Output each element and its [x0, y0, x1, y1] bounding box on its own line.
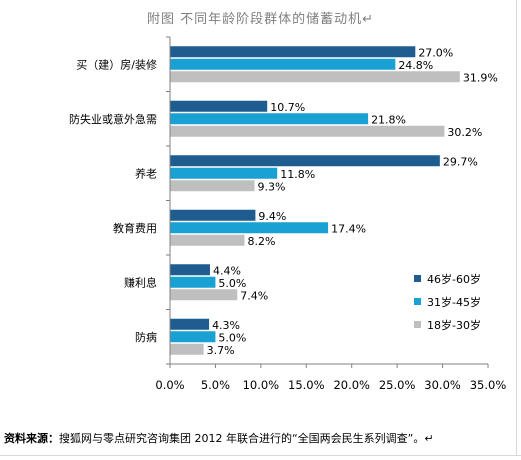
- data-label: 5.0%: [218, 331, 246, 344]
- data-label: 30.2%: [447, 126, 482, 139]
- bar: [170, 318, 210, 330]
- x-tick-label: 30.0%: [424, 378, 461, 392]
- category-label: 买（建）房/装修: [76, 57, 157, 71]
- data-label: 21.8%: [371, 113, 406, 126]
- bar: [170, 276, 216, 288]
- legend-label: 18岁-30岁: [427, 318, 481, 332]
- category-label: 防失业或意外急需: [69, 112, 157, 126]
- bar: [170, 167, 278, 179]
- x-tick-label: 5.0%: [201, 378, 230, 392]
- x-tick-label: 15.0%: [288, 378, 325, 392]
- bar: [170, 155, 440, 167]
- data-label: 31.9%: [463, 71, 498, 84]
- bar: [170, 331, 216, 343]
- bar: [170, 289, 238, 301]
- x-tick-label: 0.0%: [155, 378, 184, 392]
- bar: [170, 113, 369, 125]
- source-note: 资料来源：搜狐网与零点研究咨询集团 2012 年联合进行的“全国两会民生系列调查…: [4, 430, 434, 446]
- bar: [170, 234, 245, 246]
- legend-swatch: [414, 298, 421, 305]
- category-label: 教育费用: [113, 221, 157, 235]
- bar: [170, 46, 416, 58]
- data-label: 29.7%: [443, 155, 478, 168]
- chart-title: 附图 不同年龄阶段群体的储蓄动机↵: [146, 12, 375, 27]
- category-label: 养老: [135, 166, 157, 180]
- bar: [170, 343, 204, 355]
- bar: [170, 100, 268, 112]
- data-label: 4.4%: [213, 264, 241, 277]
- frame-bottom-line: [0, 455, 521, 456]
- data-label: 3.7%: [207, 344, 235, 357]
- data-label: 10.7%: [270, 101, 305, 114]
- x-tick-label: 35.0%: [470, 378, 507, 392]
- bar: [170, 58, 396, 70]
- data-label: 11.8%: [280, 168, 315, 181]
- category-label: 防病: [135, 330, 157, 344]
- bar: [170, 264, 210, 276]
- data-label: 4.3%: [212, 319, 240, 332]
- data-label: 9.4%: [258, 210, 286, 223]
- frame-right-line: [516, 0, 517, 456]
- data-label: 9.3%: [257, 180, 285, 193]
- data-label: 5.0%: [218, 277, 246, 290]
- data-label: 7.4%: [240, 289, 268, 302]
- data-label: 27.0%: [418, 46, 453, 59]
- bar: [170, 209, 256, 221]
- legend-swatch: [414, 275, 421, 282]
- source-text: 搜狐网与零点研究咨询集团 2012 年联合进行的“全国两会民生系列调查”。↵: [59, 432, 434, 445]
- data-label: 24.8%: [398, 59, 433, 72]
- source-label: 资料来源：: [4, 432, 59, 445]
- data-label: 17.4%: [331, 222, 366, 235]
- bar: [170, 222, 329, 234]
- bar: [170, 71, 460, 83]
- legend-label: 46岁-60岁: [427, 272, 481, 286]
- bar: [170, 180, 255, 192]
- x-tick-label: 20.0%: [333, 378, 370, 392]
- bar: [170, 125, 445, 137]
- legend-swatch: [414, 321, 421, 328]
- x-tick-label: 25.0%: [379, 378, 416, 392]
- data-label: 8.2%: [248, 235, 276, 248]
- legend-label: 31岁-45岁: [427, 295, 481, 309]
- x-tick-label: 10.0%: [243, 378, 280, 392]
- category-label: 赚利息: [124, 275, 157, 289]
